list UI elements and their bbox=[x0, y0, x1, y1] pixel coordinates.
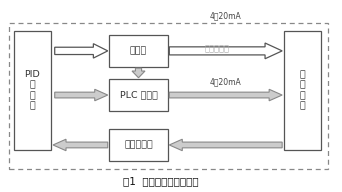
Polygon shape bbox=[132, 68, 145, 78]
Polygon shape bbox=[169, 89, 282, 101]
Text: 4～20mA: 4～20mA bbox=[210, 12, 241, 21]
Text: 变频器: 变频器 bbox=[130, 46, 147, 55]
Text: PID
调
节
器: PID 调 节 器 bbox=[25, 70, 40, 110]
Bar bbox=[109, 129, 168, 161]
Text: 水
泵
机
组: 水 泵 机 组 bbox=[300, 70, 305, 110]
Bar bbox=[109, 79, 168, 111]
Bar bbox=[9, 23, 328, 169]
Text: PLC 控制器: PLC 控制器 bbox=[120, 91, 157, 99]
Polygon shape bbox=[169, 43, 282, 59]
Bar bbox=[14, 31, 51, 150]
Polygon shape bbox=[169, 139, 282, 151]
Bar bbox=[284, 31, 321, 150]
Bar bbox=[109, 35, 168, 67]
Text: 4～20mA: 4～20mA bbox=[210, 77, 241, 86]
Text: 压力传感器: 压力传感器 bbox=[124, 141, 153, 149]
Polygon shape bbox=[53, 139, 108, 151]
Text: 图1  恒压供水系统原理图: 图1 恒压供水系统原理图 bbox=[123, 176, 199, 186]
Polygon shape bbox=[55, 89, 108, 101]
Text: 压力上下限: 压力上下限 bbox=[205, 45, 230, 53]
Polygon shape bbox=[55, 44, 108, 58]
